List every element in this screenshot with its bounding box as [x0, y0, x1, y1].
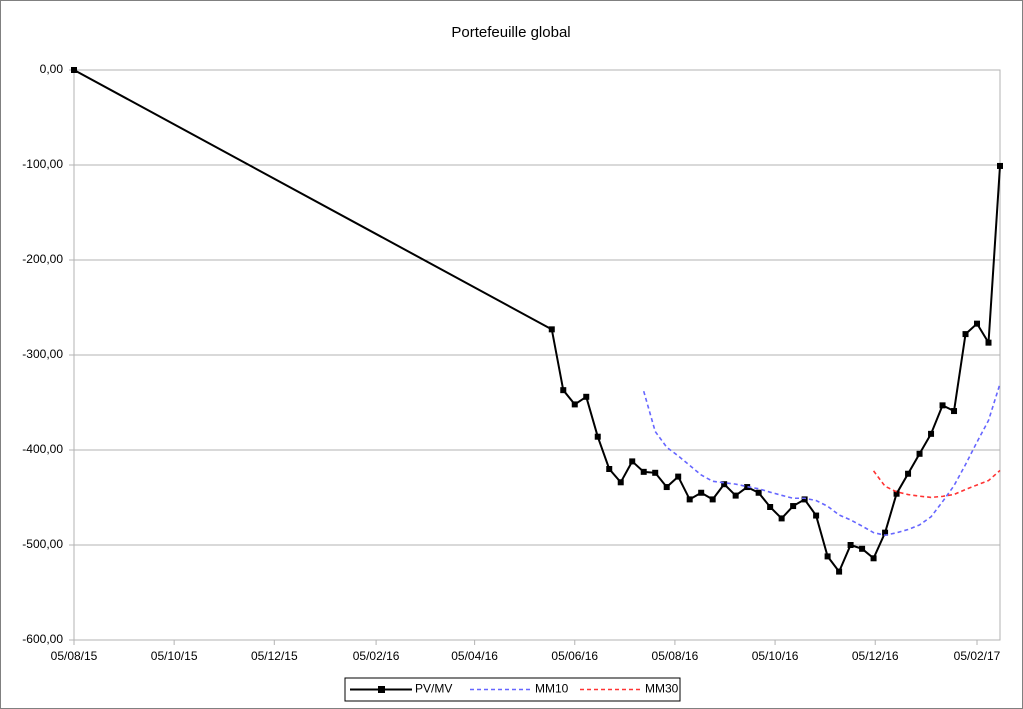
y-tick-label: -600,00: [22, 632, 63, 646]
data-point: [778, 515, 785, 522]
y-tick-label: -200,00: [22, 252, 63, 266]
x-tick-label: 05/12/15: [251, 649, 298, 663]
data-point: [767, 504, 774, 510]
y-tick-label: -300,00: [22, 347, 63, 361]
data-point: [939, 402, 946, 409]
data-point: [905, 470, 912, 477]
data-point: [721, 481, 728, 488]
x-tick-label: 05/08/16: [652, 649, 699, 663]
data-point: [974, 320, 981, 327]
data-point: [583, 393, 590, 400]
data-point: [985, 339, 992, 346]
data-point: [813, 512, 820, 519]
data-point: [675, 473, 682, 480]
data-point: [732, 492, 739, 499]
data-point: [560, 387, 567, 394]
legend-label: MM30: [645, 682, 679, 696]
data-point: [755, 489, 762, 496]
x-tick-label: 05/02/17: [954, 649, 1001, 663]
data-point: [709, 496, 716, 503]
data-point: [571, 401, 578, 408]
legend-marker: [378, 686, 385, 693]
x-tick-label: 05/08/15: [51, 649, 98, 663]
data-point: [859, 545, 866, 552]
x-tick-label: 05/02/16: [353, 649, 400, 663]
series-line: [872, 469, 1001, 499]
data-point: [617, 479, 624, 486]
data-point: [893, 490, 900, 497]
data-point: [744, 484, 751, 491]
data-point: [652, 469, 659, 476]
data-point: [916, 450, 923, 457]
data-point: [801, 496, 808, 503]
data-point: [698, 489, 705, 496]
x-tick-label: 05/10/16: [752, 649, 799, 663]
data-point: [640, 468, 647, 475]
y-tick-label: -100,00: [22, 157, 63, 171]
data-point: [548, 326, 555, 333]
data-point: [594, 433, 601, 440]
data-point: [836, 568, 843, 575]
data-point: [629, 458, 636, 465]
y-tick-label: -500,00: [22, 537, 63, 551]
data-point: [951, 408, 958, 415]
x-tick-label: 05/04/16: [451, 649, 498, 663]
legend-label: MM10: [535, 682, 569, 696]
x-tick-label: 05/10/15: [151, 649, 198, 663]
series-line: [642, 383, 1001, 537]
y-tick-label: 0,00: [40, 62, 64, 76]
data-point: [870, 555, 877, 562]
data-point: [997, 162, 1003, 169]
x-tick-label: 05/12/16: [852, 649, 899, 663]
chart-title: Portefeuille global: [451, 24, 570, 41]
data-point: [847, 542, 854, 548]
data-point: [824, 553, 831, 560]
y-tick-label: -400,00: [22, 442, 63, 456]
data-point: [790, 503, 797, 510]
data-point: [882, 529, 889, 536]
legend-label: PV/MV: [415, 682, 452, 696]
data-point: [928, 430, 935, 437]
data-point: [663, 484, 670, 491]
data-point: [71, 67, 77, 73]
data-point: [606, 466, 613, 472]
data-point: [962, 331, 969, 338]
data-point: [686, 496, 693, 503]
x-tick-label: 05/06/16: [551, 649, 598, 663]
